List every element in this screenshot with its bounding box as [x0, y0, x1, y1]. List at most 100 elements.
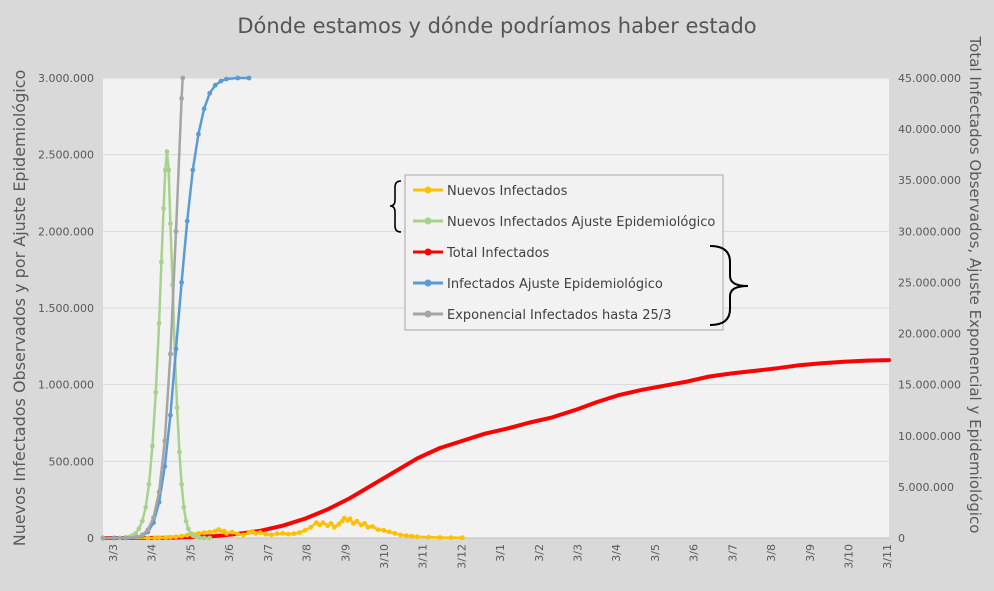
data-point: [386, 529, 392, 535]
x-axis-ticks: 3/3 3/4 3/5 3/6 3/7 3/8 3/9 3/10 3/11 3/12 3/1 3/2 3…: [107, 544, 894, 569]
data-point: [181, 504, 187, 510]
data-point: [201, 530, 207, 535]
data-point: [166, 167, 172, 173]
data-point: [426, 534, 431, 540]
data-point: [437, 535, 443, 540]
legend-item: Total Infectados: [413, 246, 550, 261]
data-point: [183, 518, 189, 524]
x-tick-label: 3/6: [688, 544, 701, 562]
series-group: [100, 75, 891, 541]
data-point: [196, 131, 201, 137]
data-point: [263, 531, 269, 537]
legend-swatch-marker: [424, 186, 432, 194]
data-point: [415, 534, 420, 540]
data-point: [328, 521, 334, 526]
data-point: [134, 534, 140, 540]
data-point: [156, 489, 162, 495]
x-tick-label: 3/4: [146, 544, 159, 562]
data-point: [342, 515, 347, 521]
data-point: [269, 532, 274, 538]
data-point: [196, 531, 201, 536]
right-brace: [709, 245, 749, 326]
data-point: [224, 531, 229, 536]
data-point: [354, 518, 360, 524]
x-tick-label: 3/9: [339, 544, 352, 562]
y-right-tick-label: 5.000.000: [898, 481, 954, 494]
y-right-tick-label: 20.000.000: [898, 328, 961, 341]
y-right-tick-label: 30.000.000: [898, 225, 961, 238]
legend-label: Total Infectados: [446, 246, 550, 261]
data-point: [320, 520, 326, 526]
data-point: [212, 82, 218, 88]
data-point: [161, 205, 167, 211]
data-point: [362, 521, 367, 526]
series-line: [101, 516, 464, 540]
data-point: [168, 351, 173, 357]
y-axis-right-title: Total Infectados Observados, Ajuste Expo…: [966, 36, 984, 534]
x-tick-label: 3/5: [649, 544, 662, 562]
data-point: [174, 405, 180, 411]
y-right-tick-label: 0: [898, 532, 905, 545]
data-point: [184, 218, 190, 224]
data-point: [347, 516, 353, 522]
left-brace: [389, 180, 402, 233]
legend-item: Nuevos Infectados: [413, 184, 568, 199]
data-point: [150, 443, 155, 449]
data-point: [291, 531, 297, 537]
data-point: [133, 531, 139, 536]
x-tick-label: 3/10: [842, 544, 855, 569]
data-point: [351, 521, 356, 526]
data-point: [280, 531, 286, 536]
data-point: [297, 530, 302, 535]
data-point: [207, 535, 213, 541]
legend-swatch-marker: [424, 279, 432, 287]
data-point: [224, 76, 229, 82]
data-point: [409, 533, 415, 539]
y-axis-left-ticks: 0 500.000 1.000.000 1.500.000 2.000.000 2.500…: [38, 72, 94, 545]
y-left-tick-label: 1.000.000: [38, 379, 94, 392]
data-point: [235, 75, 241, 81]
data-point: [100, 535, 106, 541]
legend-label: Exponencial Infectados hasta 25/3: [447, 308, 671, 323]
data-point: [136, 526, 142, 532]
data-point: [308, 524, 314, 530]
data-point: [168, 412, 173, 418]
x-tick-label: 3/2: [533, 544, 546, 562]
data-point: [241, 532, 246, 538]
data-point: [285, 531, 291, 537]
y-left-tick-label: 1.500.000: [38, 302, 94, 315]
data-point: [459, 535, 465, 541]
y-axis-right-ticks: 0 5.000.000 10.000.000 15.000.000 20.000.000…: [898, 72, 961, 545]
x-tick-label: 3/7: [262, 544, 275, 562]
legend-box: [404, 174, 724, 331]
legend-item: Nuevos Infectados Ajuste Epidemiológico: [413, 215, 715, 230]
x-tick-label: 3/5: [184, 544, 197, 562]
data-point: [448, 535, 454, 541]
x-tick-label: 3/8: [765, 544, 778, 562]
data-point: [180, 75, 186, 81]
data-point: [201, 106, 207, 112]
data-point: [403, 533, 409, 539]
data-point: [179, 280, 185, 285]
x-tick-label: 3/11: [417, 544, 430, 569]
data-point: [218, 78, 224, 84]
y-left-tick-label: 0: [87, 532, 94, 545]
data-point: [274, 531, 280, 537]
data-point: [398, 532, 403, 538]
data-point: [123, 535, 128, 541]
x-tick-label: 3/10: [378, 544, 391, 569]
data-point: [185, 526, 191, 532]
data-point: [246, 75, 252, 81]
y-right-tick-label: 35.000.000: [898, 174, 961, 187]
data-point: [152, 535, 158, 541]
data-point: [173, 346, 179, 352]
x-tick-label: 3/3: [572, 544, 585, 562]
x-tick-label: 3/6: [223, 544, 236, 562]
data-point: [156, 320, 162, 326]
data-point: [313, 520, 319, 526]
series-1: [100, 149, 213, 541]
data-point: [207, 529, 213, 535]
series-4: [100, 75, 186, 541]
data-point: [146, 481, 152, 487]
x-tick-label: 3/11: [881, 544, 894, 569]
